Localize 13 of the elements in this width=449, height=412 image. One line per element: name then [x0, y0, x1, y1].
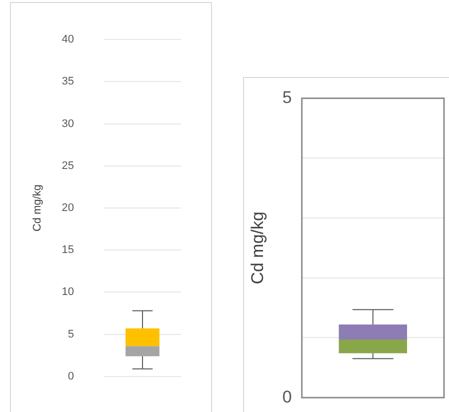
y-tick-label: 20 [62, 202, 74, 214]
y-axis-title: Cd mg/kg [32, 184, 44, 232]
y-tick-label: 15 [62, 244, 74, 256]
y-tick-label: 0 [282, 387, 292, 406]
y-axis-title: Cd mg/kg [248, 212, 267, 284]
y-tick-label: 5 [68, 328, 74, 340]
y-tick-label: 25 [62, 160, 74, 172]
y-tick-label: 5 [282, 88, 292, 107]
y-tick-label: 35 [62, 76, 74, 88]
y-tick-label: 0 [68, 370, 74, 382]
y-tick-label: 40 [62, 34, 74, 46]
y-tick-label: 10 [62, 286, 74, 298]
y-tick-label: 30 [62, 118, 74, 130]
